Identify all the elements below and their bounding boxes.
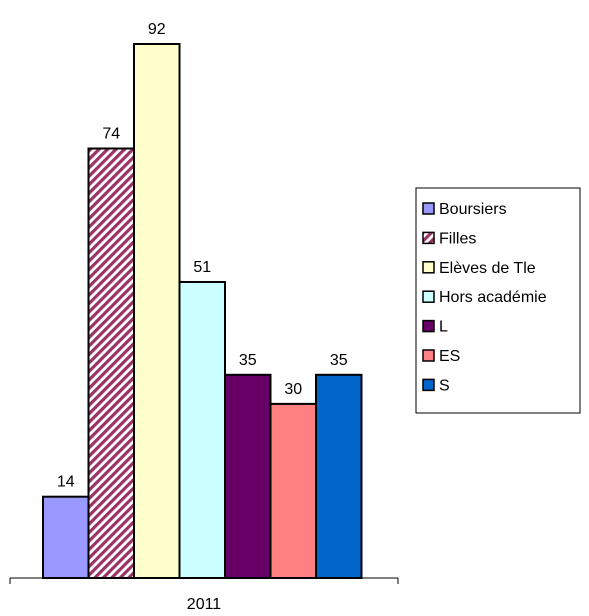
legend: Boursiers Filles Elèves de Tle Hors académi…	[415, 187, 581, 414]
bar-eleves-de-tle	[133, 43, 181, 579]
legend-box	[415, 187, 581, 414]
bar-es	[269, 402, 317, 579]
bar-value-label-hors-academie: 51	[193, 259, 211, 276]
bar-value-label-es: 30	[284, 381, 302, 398]
legend-swatch-es	[422, 349, 435, 362]
legend-label-hors-academie: Hors académie	[439, 289, 547, 306]
bar-hors-academie	[178, 281, 226, 579]
bar-labels-group: 14 74 92 51 35 30 35	[57, 21, 348, 491]
legend-items: Boursiers Filles Elèves de Tle Hors académi…	[422, 201, 547, 394]
legend-label-l: L	[439, 319, 448, 336]
legend-swatch-l	[422, 319, 435, 333]
bar-l	[224, 373, 272, 579]
bar-value-label-eleves-de-tle: 92	[148, 21, 166, 38]
legend-swatch-hors-academie	[422, 290, 435, 303]
bar-value-label-boursiers: 14	[57, 474, 75, 491]
legend-swatch-boursiers	[422, 202, 435, 215]
bar-s	[315, 373, 363, 579]
bar-value-label-l: 35	[239, 352, 257, 369]
legend-swatch-eleves-de-tle	[422, 261, 435, 274]
legend-label-filles: Filles	[439, 230, 476, 247]
bar-value-label-s: 35	[330, 352, 348, 369]
legend-swatch-filles	[422, 231, 435, 245]
bars-group	[42, 43, 363, 580]
legend-label-eleves-de-tle: Elèves de Tle	[439, 260, 536, 277]
bar-value-label-filles: 74	[102, 126, 120, 143]
bar-filles	[87, 147, 135, 579]
legend-label-es: ES	[439, 348, 460, 365]
bar-boursiers	[42, 495, 90, 580]
legend-swatch-s	[422, 378, 435, 392]
x-tick-label: 2011	[187, 596, 222, 613]
legend-label-s: S	[439, 377, 450, 394]
legend-label-boursiers: Boursiers	[439, 201, 507, 218]
